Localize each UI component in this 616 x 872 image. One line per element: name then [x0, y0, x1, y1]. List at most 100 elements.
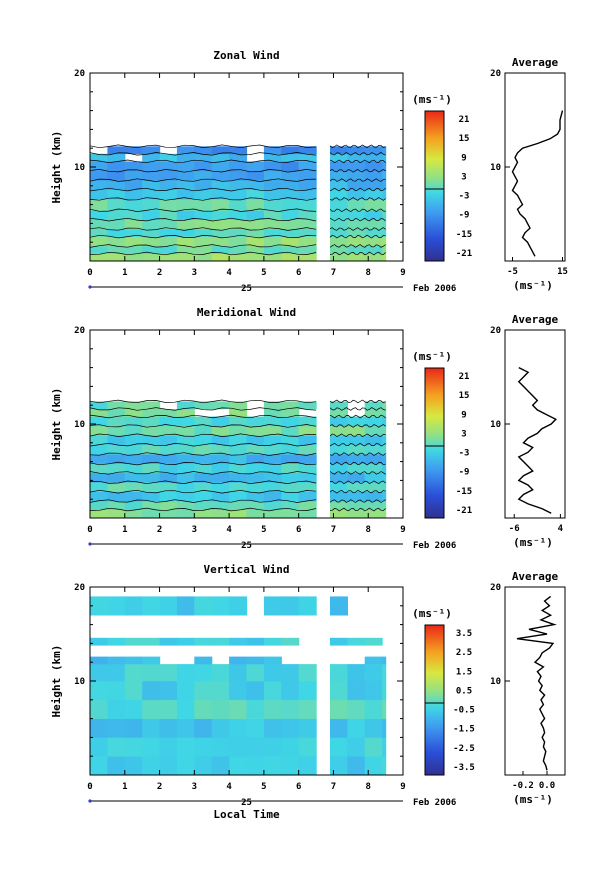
heatmap-cell — [211, 681, 230, 701]
heatmap-cell — [229, 463, 248, 474]
heatmap-cell — [159, 425, 178, 436]
colorbar-tick-label: 9 — [461, 410, 466, 420]
heatmap-cell — [211, 501, 230, 510]
heatmap-cell — [263, 210, 282, 220]
colorbar-tick-label: -15 — [456, 487, 472, 497]
heatmap-cell — [107, 219, 126, 230]
heatmap-cell — [364, 416, 383, 427]
colorbar — [424, 110, 445, 262]
heatmap-cell — [159, 501, 178, 510]
heatmap-cell — [382, 161, 387, 172]
heatmap-cell — [194, 425, 213, 436]
heatmap-cell — [382, 699, 387, 719]
heatmap-cell — [347, 444, 366, 455]
panel-meridional-wind: Meridional Wind 0 1 2 3 4 5 6 7 8 9 10 20 Height (km)… — [50, 306, 566, 551]
heatmap-cell — [382, 199, 387, 211]
heatmap-cell — [211, 435, 230, 445]
heatmap-cell — [90, 170, 108, 181]
heatmap-cell — [330, 153, 348, 162]
x-tick-label: 5 — [261, 782, 266, 792]
heatmap-cell — [159, 472, 178, 483]
contour-line — [329, 399, 386, 404]
heatmap-cell — [194, 253, 213, 262]
heatmap-cell — [246, 664, 265, 682]
heatmap-cell — [229, 501, 248, 510]
heatmap-cell — [382, 416, 387, 427]
heatmap-cell — [211, 509, 230, 519]
heatmap-cell — [382, 756, 387, 776]
heatmap-cell — [347, 425, 366, 436]
heatmap-cell — [347, 416, 366, 427]
heatmap-cell — [90, 409, 108, 417]
heatmap-cell — [246, 509, 265, 519]
heatmap-cell — [176, 146, 195, 155]
heatmap-cell — [246, 236, 265, 247]
colorbar-tick-label: 2.5 — [456, 648, 472, 658]
colorbar-unit-label: (ms⁻¹) — [412, 607, 452, 620]
x-tick-label: 5 — [261, 525, 266, 535]
heatmap-cell — [176, 463, 195, 474]
heatmap-cell — [263, 401, 282, 410]
heatmap-cell — [298, 444, 317, 455]
heatmap-cell — [246, 718, 265, 738]
x-tick-label: 8 — [366, 525, 371, 535]
colorbar-tick-label: 3.5 — [456, 629, 472, 639]
heatmap-cell — [330, 180, 348, 190]
heatmap-cell — [330, 718, 348, 738]
x-tick-label: 5 — [261, 268, 266, 278]
colorbar-tick-label: 21 — [459, 372, 470, 382]
heatmap-cell — [298, 416, 317, 427]
heatmap-cell — [382, 656, 387, 665]
profile-y-tick-label: 10 — [490, 677, 501, 687]
heatmap-cell — [90, 435, 108, 445]
heatmap-cell — [107, 161, 126, 172]
heatmap-cell — [142, 656, 161, 665]
heatmap-cell — [246, 161, 265, 172]
profile-y-tick-label: 10 — [490, 420, 501, 430]
heatmap-cell — [229, 219, 248, 230]
contour-line — [89, 461, 317, 466]
contour-line — [89, 169, 317, 173]
heatmap-cell — [229, 210, 248, 220]
heatmap-cell — [176, 199, 195, 211]
heatmap-cell — [124, 416, 143, 427]
heatmap-cell — [142, 699, 161, 719]
heatmap-cell — [229, 681, 248, 701]
heatmap-cell — [194, 170, 213, 181]
heatmap-cell — [211, 210, 230, 220]
heatmap-cell — [107, 664, 126, 682]
heatmap-cell — [194, 681, 213, 701]
heatmap-cell — [364, 246, 383, 254]
heatmap-cell — [330, 444, 348, 455]
contour-line — [89, 159, 317, 164]
heatmap-cell — [142, 664, 161, 682]
heatmap-cell — [364, 170, 383, 181]
heatmap-cell — [90, 756, 108, 776]
heatmap-cell — [142, 180, 161, 190]
heatmap-cell — [211, 401, 230, 410]
heatmap-cell — [176, 756, 195, 776]
profile-x-tick-label: -6 — [509, 524, 520, 534]
colorbar-tick-label: -1.5 — [453, 725, 475, 735]
heatmap-cell — [246, 199, 265, 211]
heatmap-cell — [382, 472, 387, 483]
date-day-label: 25 — [241, 541, 252, 551]
heatmap-cell — [229, 199, 248, 211]
heatmap-cell — [382, 170, 387, 181]
heatmap-cell — [330, 596, 348, 616]
heatmap-cell — [107, 491, 126, 502]
heatmap-cell — [211, 718, 230, 738]
heatmap-cell — [347, 153, 366, 162]
heatmap-cell — [246, 444, 265, 455]
heatmap-cell — [330, 161, 348, 172]
heatmap-cell — [330, 463, 348, 474]
heatmap-cell — [142, 236, 161, 247]
heatmap-cell — [298, 491, 317, 502]
heatmap-cell — [159, 153, 178, 162]
heatmap-cell — [298, 435, 317, 445]
heatmap-cell — [364, 253, 383, 262]
heatmap-cell — [194, 229, 213, 237]
heatmap-cell — [229, 189, 248, 200]
heatmap-cell — [229, 435, 248, 445]
colorbar-tick-label: -0.5 — [453, 706, 475, 716]
